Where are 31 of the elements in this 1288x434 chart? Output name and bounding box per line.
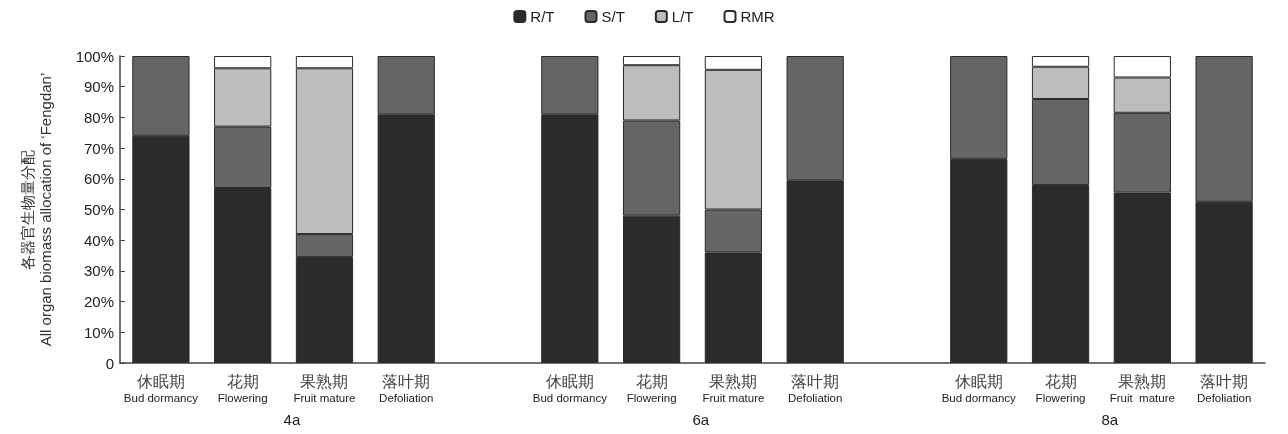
y-tick-label: 100% — [75, 47, 114, 65]
text: 4a — [283, 411, 301, 428]
legend-label: L/T — [671, 8, 694, 25]
y-tick-label: 40% — [83, 231, 114, 249]
x-tick-label: 休眠期 Bud dormancy — [941, 372, 1017, 404]
x-tick-label: 休眠期 Bud dormancy — [532, 372, 608, 404]
y-tick-label: 30% — [83, 262, 114, 280]
x-tick-label: 落叶期 Defoliation — [379, 372, 434, 404]
y-tick-label: 0 — [105, 354, 114, 372]
legend-label: S/T — [601, 8, 625, 25]
y-tick-label: 60% — [83, 170, 114, 188]
text: 8a — [1101, 411, 1119, 428]
legend-label: RMR — [740, 8, 775, 25]
x-tick-label: 果熟期 Fruit mature — [702, 372, 765, 404]
text: 6a — [692, 411, 710, 428]
x-tick-label: 果熟期 Fruit mature — [1109, 372, 1175, 404]
x-tick-label: 休眠期 Bud dormancy — [123, 372, 199, 404]
y-tick-label: 20% — [83, 293, 114, 311]
x-tick-label: 果熟期 Fruit mature — [293, 372, 356, 404]
y-tick-label: 80% — [83, 108, 114, 126]
x-tick-label: 落叶期 Defoliation — [1196, 372, 1252, 404]
y-tick-label: 50% — [83, 201, 114, 218]
y-tick-label: 90% — [83, 78, 114, 96]
legend-label: R/T — [530, 8, 555, 25]
y-tick-label: 10% — [83, 323, 114, 341]
x-tick-label: 花期 Flowering — [1035, 372, 1086, 404]
x-tick-label: 花期 Flowering — [217, 372, 268, 404]
y-tick-label: 70% — [83, 139, 114, 157]
y-axis-title: 各器官生物量分配 All organ biomass allocation of ‘Fengdan’ — [18, 72, 54, 347]
x-tick-label: 落叶期 Defoliation — [788, 372, 843, 404]
x-tick-label: 花期 Flowering — [626, 372, 677, 404]
